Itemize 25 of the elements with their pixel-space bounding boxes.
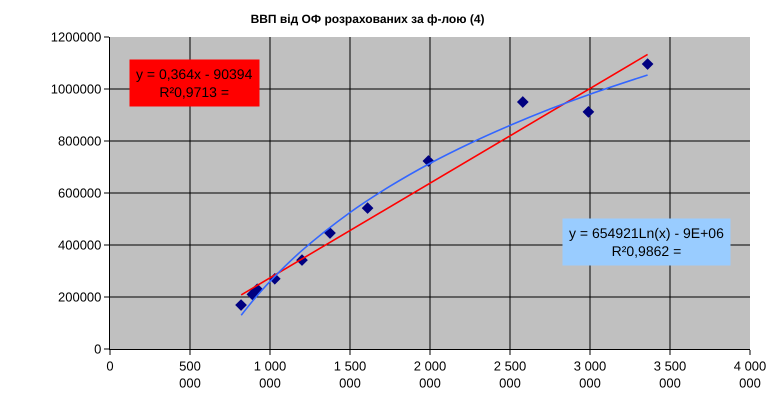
annotation: y = 654921Ln(x) - 9E+06 R²0,9862 = bbox=[569, 225, 724, 260]
y-tick-label: 600000 bbox=[58, 186, 102, 201]
y-tick-label: 400000 bbox=[58, 238, 102, 253]
x-tick-label: 0 bbox=[106, 358, 114, 374]
point bbox=[362, 202, 374, 214]
point bbox=[235, 299, 247, 311]
point bbox=[582, 106, 594, 118]
x-tick-label: 3 500 000 bbox=[654, 358, 686, 390]
x-tick-label: 2 000 000 bbox=[414, 358, 446, 390]
x-tick-label: 2 500 000 bbox=[494, 358, 526, 390]
point bbox=[324, 227, 336, 239]
y-tick-label: 1200000 bbox=[50, 30, 102, 45]
x-tick-label: 4 000 000 bbox=[734, 358, 766, 390]
y-tick-label: 0 bbox=[94, 342, 102, 357]
point bbox=[516, 96, 529, 108]
x-tick-label: 1 500 000 bbox=[334, 358, 366, 390]
point bbox=[642, 58, 654, 70]
x-tick-label: 500 000 bbox=[179, 358, 201, 390]
y-tick-label: 1000000 bbox=[50, 82, 102, 97]
annotation: y = 0,364x - 90394 R²0,9713 = bbox=[136, 66, 253, 100]
y-tick-label: 200000 bbox=[58, 290, 102, 305]
y-tick-label: 800000 bbox=[58, 134, 102, 149]
x-tick-label: 1 000 000 bbox=[254, 358, 286, 390]
chart-title: ВВП від ОФ розрахованих за ф-лою (4) bbox=[250, 12, 484, 26]
x-tick-label: 3 000 000 bbox=[574, 358, 606, 390]
